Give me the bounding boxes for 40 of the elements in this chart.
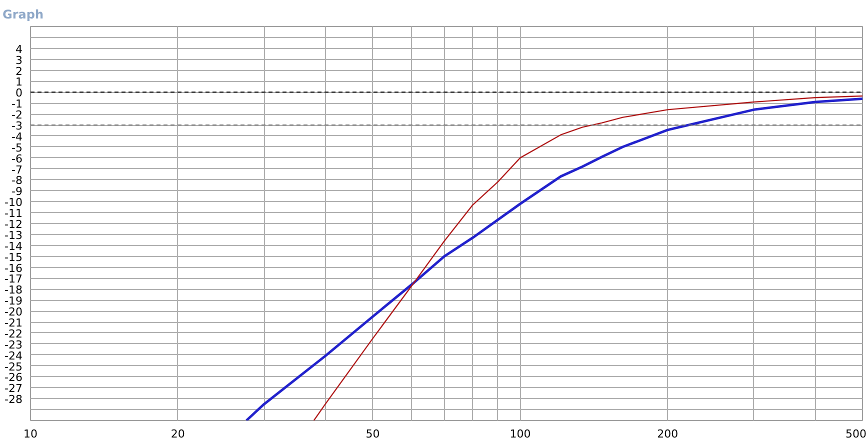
x-tick-label: 200 <box>657 428 678 440</box>
y-tick-label: -1 <box>12 98 22 111</box>
y-tick-label: -11 <box>4 207 22 220</box>
y-tick-label: -6 <box>12 152 22 166</box>
y-tick-label: -9 <box>12 185 22 198</box>
y-tick-label: 1 <box>16 76 22 89</box>
y-tick-label: 4 <box>16 42 22 56</box>
x-tick-label: 20 <box>170 428 185 440</box>
y-tick-label: -27 <box>4 382 22 396</box>
y-tick-label: -26 <box>4 371 22 384</box>
y-tick-label: 3 <box>16 54 22 67</box>
y-tick-label: -14 <box>4 240 22 253</box>
y-tick-label: -19 <box>4 294 22 308</box>
x-tick-label: 10 <box>24 428 38 440</box>
y-tick-label: -13 <box>4 228 22 242</box>
y-tick-label: -10 <box>4 196 22 210</box>
x-tick-label: 500 <box>846 428 866 440</box>
y-tick-label: -15 <box>4 250 22 264</box>
y-tick-label: -17 <box>4 272 22 286</box>
y-tick-label: -5 <box>12 141 22 154</box>
chart-title: Graph <box>2 8 44 22</box>
y-tick-label: -22 <box>4 327 22 340</box>
y-tick-label: -7 <box>12 163 22 176</box>
y-tick-label: -12 <box>4 218 22 231</box>
y-tick-label: -16 <box>4 262 22 275</box>
y-tick-label: 0 <box>16 86 22 100</box>
x-tick-label: 100 <box>510 428 531 440</box>
y-tick-label: -8 <box>12 174 22 188</box>
y-tick-label: -23 <box>4 338 22 352</box>
y-tick-label: 2 <box>16 64 22 78</box>
y-tick-label: -20 <box>4 306 22 319</box>
y-tick-label: -2 <box>12 108 22 122</box>
y-tick-label: -18 <box>4 284 22 297</box>
y-tick-label: -4 <box>12 130 22 144</box>
y-tick-label: -24 <box>4 349 22 362</box>
y-tick-label: -25 <box>4 360 22 374</box>
y-tick-label: -28 <box>4 393 22 406</box>
y-tick-label: -3 <box>12 120 22 132</box>
y-tick-label: -21 <box>4 316 22 330</box>
x-tick-label: 50 <box>366 428 380 440</box>
